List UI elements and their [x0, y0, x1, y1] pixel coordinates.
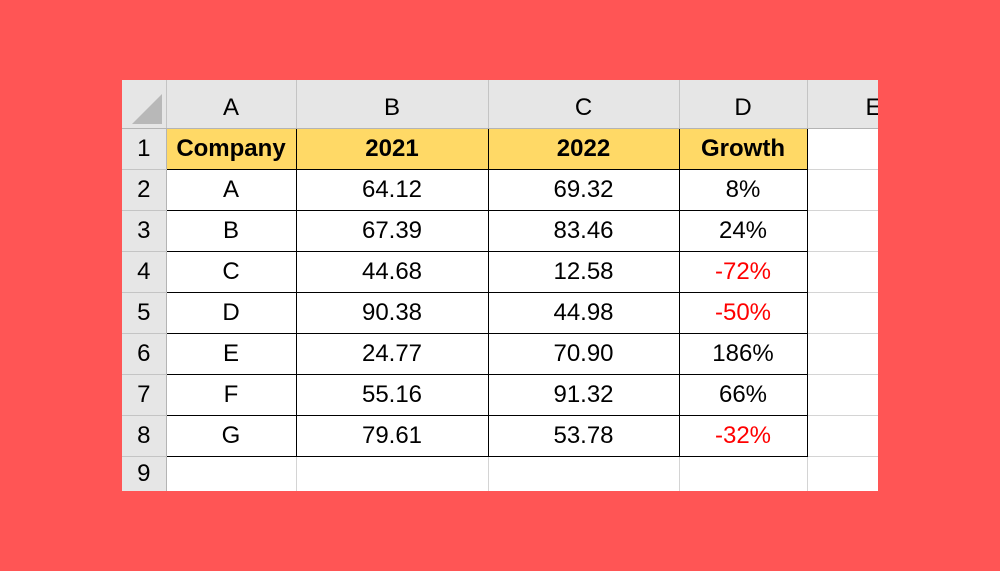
growth-cell[interactable]: 66% [678, 373, 808, 416]
select-all-corner[interactable] [122, 80, 167, 129]
empty-cell[interactable] [166, 456, 297, 491]
company-cell[interactable]: D [165, 291, 297, 334]
row-header[interactable]: 5 [122, 292, 167, 334]
value-2021-cell[interactable]: 67.39 [295, 209, 489, 252]
column-header-e[interactable]: E [807, 80, 878, 129]
select-all-triangle-icon [131, 93, 162, 124]
value-2021-cell[interactable]: 64.12 [295, 168, 489, 211]
empty-cell[interactable] [807, 292, 878, 334]
company-cell[interactable]: F [165, 373, 297, 416]
column-header-row: A B C D E [122, 80, 878, 129]
header-cell-company[interactable]: Company [165, 127, 297, 170]
empty-cell[interactable] [488, 456, 680, 491]
empty-cell[interactable] [807, 374, 878, 416]
table-row: 6 E 24.77 70.90 186% [122, 332, 878, 375]
empty-cell[interactable] [807, 415, 878, 457]
growth-cell-negative[interactable]: -50% [678, 291, 808, 334]
header-cell-2022[interactable]: 2022 [487, 127, 680, 170]
row-header[interactable]: 6 [122, 333, 167, 375]
row-header[interactable]: 8 [122, 415, 167, 457]
row-header[interactable]: 7 [122, 374, 167, 416]
growth-cell[interactable]: 186% [678, 332, 808, 375]
empty-cell[interactable] [807, 128, 878, 170]
value-2022-cell[interactable]: 70.90 [487, 332, 680, 375]
company-cell[interactable]: G [165, 414, 297, 457]
company-cell[interactable]: C [165, 250, 297, 293]
spreadsheet-grid: A B C D E 1 Company 2021 2022 Growth 2 A… [122, 80, 878, 491]
table-row: 9 [122, 456, 878, 491]
column-header-a[interactable]: A [166, 80, 297, 129]
value-2021-cell[interactable]: 55.16 [295, 373, 489, 416]
row-header[interactable]: 3 [122, 210, 167, 252]
table-row: 1 Company 2021 2022 Growth [122, 127, 878, 170]
row-header[interactable]: 1 [122, 128, 167, 170]
company-cell[interactable]: E [165, 332, 297, 375]
empty-cell[interactable] [807, 169, 878, 211]
column-header-d[interactable]: D [679, 80, 808, 129]
table-row: 5 D 90.38 44.98 -50% [122, 291, 878, 334]
empty-cell[interactable] [679, 456, 808, 491]
value-2022-cell[interactable]: 12.58 [487, 250, 680, 293]
value-2021-cell[interactable]: 44.68 [295, 250, 489, 293]
value-2022-cell[interactable]: 53.78 [487, 414, 680, 457]
growth-cell[interactable]: 8% [678, 168, 808, 211]
column-header-b[interactable]: B [296, 80, 489, 129]
row-header[interactable]: 2 [122, 169, 167, 211]
table-row: 8 G 79.61 53.78 -32% [122, 414, 878, 457]
worksheet-table: A B C D E 1 Company 2021 2022 Growth 2 A… [122, 80, 878, 491]
company-cell[interactable]: A [165, 168, 297, 211]
table-row: 2 A 64.12 69.32 8% [122, 168, 878, 211]
value-2022-cell[interactable]: 44.98 [487, 291, 680, 334]
table-row: 7 F 55.16 91.32 66% [122, 373, 878, 416]
empty-cell[interactable] [296, 456, 489, 491]
table-row: 4 C 44.68 12.58 -72% [122, 250, 878, 293]
empty-cell[interactable] [807, 456, 878, 491]
empty-cell[interactable] [807, 251, 878, 293]
value-2022-cell[interactable]: 69.32 [487, 168, 680, 211]
growth-cell[interactable]: 24% [678, 209, 808, 252]
table-row: 3 B 67.39 83.46 24% [122, 209, 878, 252]
value-2022-cell[interactable]: 91.32 [487, 373, 680, 416]
value-2021-cell[interactable]: 90.38 [295, 291, 489, 334]
header-cell-2021[interactable]: 2021 [295, 127, 489, 170]
growth-cell-negative[interactable]: -32% [678, 414, 808, 457]
value-2021-cell[interactable]: 79.61 [295, 414, 489, 457]
header-cell-growth[interactable]: Growth [678, 127, 808, 170]
empty-cell[interactable] [807, 210, 878, 252]
row-header[interactable]: 9 [122, 456, 167, 491]
row-header[interactable]: 4 [122, 251, 167, 293]
value-2022-cell[interactable]: 83.46 [487, 209, 680, 252]
value-2021-cell[interactable]: 24.77 [295, 332, 489, 375]
column-header-c[interactable]: C [488, 80, 680, 129]
company-cell[interactable]: B [165, 209, 297, 252]
growth-cell-negative[interactable]: -72% [678, 250, 808, 293]
empty-cell[interactable] [807, 333, 878, 375]
